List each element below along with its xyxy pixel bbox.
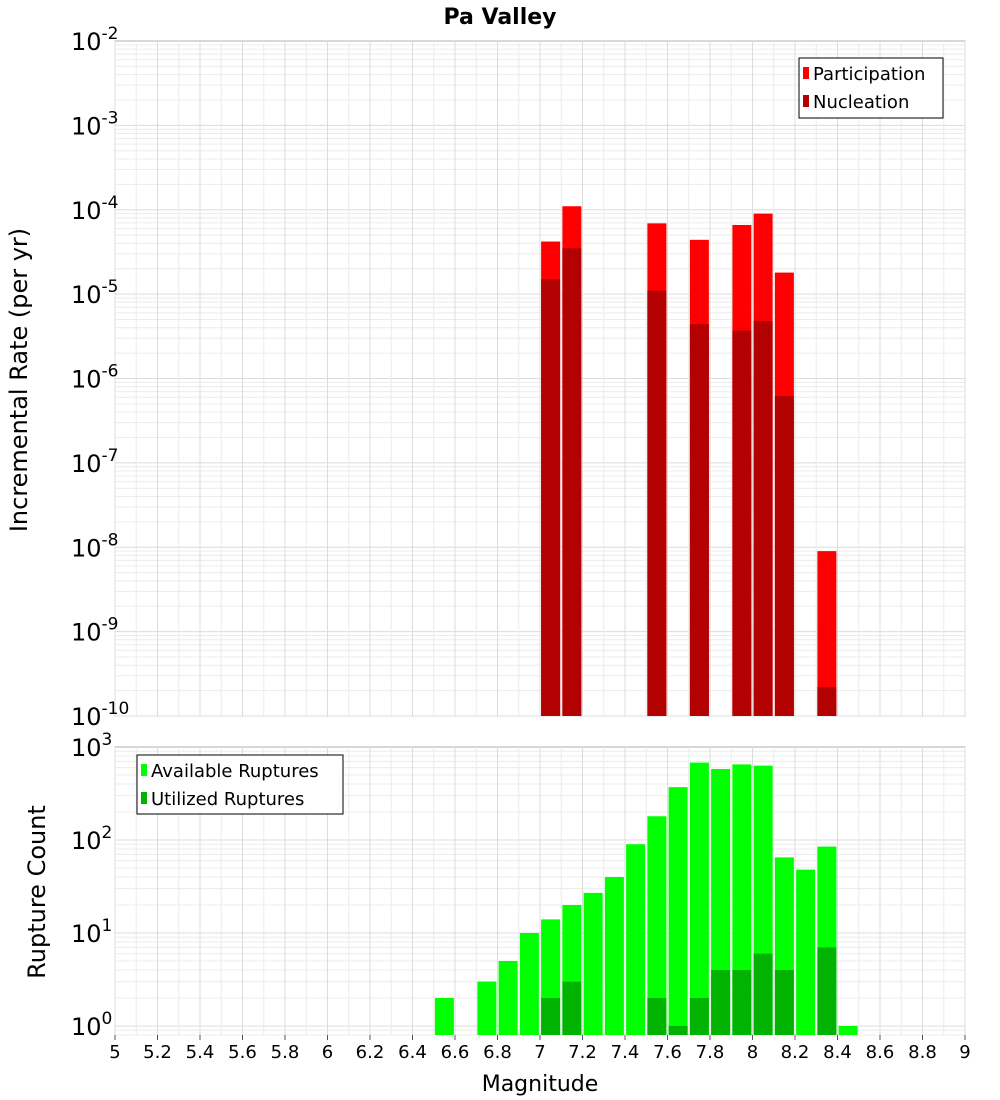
x-tick-label: 6 (322, 1042, 333, 1063)
x-axis-ticks: 5 5.2 5.4 5.6 5.8 6 6.2 6.4 6.6 6.8 7 7.2 7.4 7.6 7.8 8… (109, 1035, 971, 1063)
utilized-legend-swatch (141, 792, 147, 804)
count-bars (434, 762, 858, 1035)
available-ruptures-bar (732, 764, 752, 1035)
utilized-legend-label: Utilized Ruptures (151, 789, 304, 810)
x-tick-label: 5.8 (271, 1042, 300, 1063)
available-ruptures-bar (583, 892, 603, 1035)
available-ruptures-bar (647, 816, 667, 1035)
count-legend: Available Ruptures Utilized Ruptures (136, 754, 344, 815)
rate-legend: Participation Nucleation (798, 57, 944, 119)
y-tick-label: 10-4 (71, 193, 119, 225)
x-tick-label: 5.2 (143, 1042, 172, 1063)
available-ruptures-bar (498, 960, 518, 1035)
count-legend-box (136, 754, 344, 815)
y-tick-label: 10-2 (71, 24, 119, 56)
available-ruptures-bar (477, 981, 497, 1035)
nucleation-bar (732, 330, 752, 716)
x-tick-label: 5.6 (228, 1042, 257, 1063)
chart-title: Pa Valley (443, 5, 556, 30)
y-tick-label: 10-3 (71, 108, 119, 140)
y-tick-label: 101 (71, 916, 112, 948)
y-tick-label: 102 (71, 823, 112, 855)
participation-legend-swatch (803, 67, 809, 79)
x-tick-label: 7.2 (568, 1042, 597, 1063)
x-tick-label: 6.8 (483, 1042, 512, 1063)
available-ruptures-bar (711, 769, 731, 1035)
x-tick-label: 5 (109, 1042, 120, 1063)
count-y-axis-label: Rupture Count (23, 805, 51, 979)
y-tick-label: 10-8 (71, 530, 119, 562)
x-tick-label: 7.8 (696, 1042, 725, 1063)
x-tick-label: 7.4 (611, 1042, 640, 1063)
nucleation-legend-swatch (803, 95, 809, 107)
rate-y-ticks: 10-2 10-3 10-4 10-5 10-6 10-7 10-8 10-9 10-10 (71, 24, 129, 731)
available-ruptures-bar (796, 869, 816, 1035)
x-tick-label: 6.4 (398, 1042, 427, 1063)
available-ruptures-bar (626, 844, 646, 1035)
utilized-ruptures-bar (774, 969, 794, 1035)
y-tick-label: 10-6 (71, 362, 119, 394)
x-tick-label: 6.6 (441, 1042, 470, 1063)
available-ruptures-bar (434, 997, 454, 1035)
y-tick-label: 10-9 (71, 615, 119, 647)
x-tick-label: 8 (747, 1042, 758, 1063)
x-tick-label: 9 (959, 1042, 970, 1063)
y-tick-label: 103 (71, 730, 112, 762)
count-y-ticks: 103 102 101 100 (71, 730, 112, 1041)
rate-y-axis-label: Incremental Rate (per yr) (5, 228, 33, 532)
participation-legend-label: Participation (813, 64, 925, 85)
nucleation-bar (689, 324, 709, 716)
x-tick-label: 8.6 (866, 1042, 895, 1063)
x-tick-label: 8.8 (908, 1042, 937, 1063)
utilized-ruptures-bar (689, 997, 709, 1035)
available-ruptures-bar (668, 787, 688, 1035)
count-panel: 103 102 101 100 Rupture Count Available Rup… (23, 730, 966, 1041)
nucleation-bar (562, 248, 582, 717)
utilized-ruptures-bar (647, 997, 667, 1035)
y-tick-label: 10-7 (71, 446, 119, 478)
participation-bar (817, 551, 837, 716)
nucleation-bar (753, 321, 773, 716)
available-ruptures-bar (689, 762, 709, 1035)
utilized-ruptures-bar (541, 997, 561, 1035)
x-tick-label: 6.2 (356, 1042, 385, 1063)
available-legend-swatch (141, 764, 147, 776)
x-tick-label: 5.4 (186, 1042, 215, 1063)
rate-legend-box (798, 57, 944, 119)
utilized-ruptures-bar (562, 981, 582, 1035)
nucleation-legend-label: Nucleation (813, 92, 909, 113)
utilized-ruptures-bar (753, 953, 773, 1035)
utilized-ruptures-bar (817, 947, 837, 1035)
nucleation-bar (647, 290, 667, 716)
y-tick-label: 10-10 (71, 699, 129, 731)
nucleation-bar (817, 687, 837, 716)
x-axis-label: Magnitude (482, 1072, 599, 1097)
available-ruptures-bar (604, 877, 624, 1035)
available-ruptures-bar (519, 932, 539, 1035)
x-tick-label: 8.4 (823, 1042, 852, 1063)
x-tick-label: 7.6 (653, 1042, 682, 1063)
rate-grid (114, 41, 966, 717)
nucleation-bar (541, 279, 561, 716)
utilized-ruptures-bar (711, 969, 731, 1035)
x-tick-label: 8.2 (781, 1042, 810, 1063)
y-tick-label: 100 (71, 1009, 112, 1041)
y-tick-label: 10-5 (71, 277, 119, 309)
rate-panel: 10-2 10-3 10-4 10-5 10-6 10-7 10-8 10-9 10-10 In… (5, 24, 966, 731)
x-tick-label: 7 (534, 1042, 545, 1063)
nucleation-bar (774, 396, 794, 716)
utilized-ruptures-bar (668, 1025, 688, 1035)
utilized-ruptures-bar (732, 969, 752, 1035)
rate-bars (541, 206, 837, 717)
available-ruptures-bar (838, 1025, 858, 1035)
available-legend-label: Available Ruptures (151, 761, 319, 782)
